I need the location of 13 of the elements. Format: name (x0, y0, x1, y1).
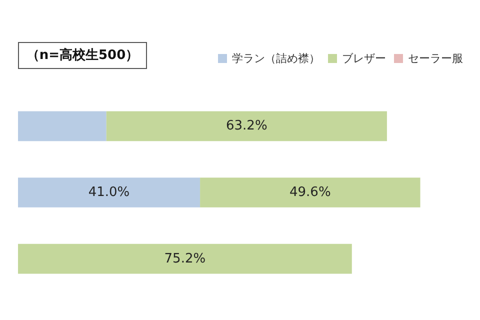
legend-label: ブレザー (342, 52, 386, 65)
bar (18, 244, 352, 274)
data-label: 41.0% (88, 185, 130, 200)
text: （n=高校生500） (26, 47, 139, 63)
legend-label: 学ラン（詰め襟） (232, 52, 320, 65)
data-label: 75.2% (164, 251, 206, 266)
bar (18, 111, 106, 142)
bar (106, 111, 387, 142)
bar (18, 178, 200, 208)
data-label: 63.2% (226, 118, 268, 134)
legend-label: セーラー服 (408, 52, 463, 65)
bar (200, 178, 420, 208)
data-label: 49.6% (289, 185, 331, 200)
